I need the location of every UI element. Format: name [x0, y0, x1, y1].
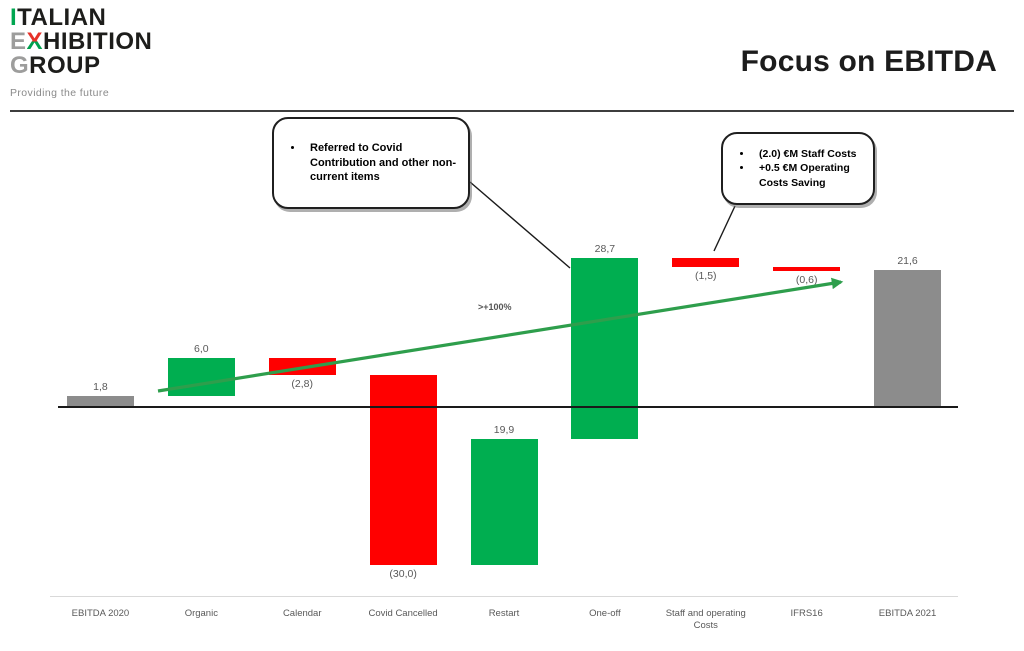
page-title: Focus on EBITDA	[740, 45, 997, 78]
company-logo: ITALIAN EXHIBITION GROUP Providing the f…	[10, 6, 152, 105]
value-label-ebitda-2020: 1,8	[93, 380, 108, 393]
bar-restart	[470, 439, 538, 566]
logo-tagline: Providing the future	[10, 87, 110, 99]
callout-staff-costs: (2.0) €M Staff Costs +0.5 €M Operating C…	[721, 132, 875, 205]
category-label-organic: Organic	[184, 608, 218, 619]
category-label-ifrs16: IFRS16	[790, 608, 823, 619]
logo-line-italian: ITALIAN	[10, 4, 107, 31]
bar-covid-cancelled	[369, 375, 437, 566]
category-label-restart: Restart	[488, 608, 520, 619]
growth-annotation: >+100%	[478, 302, 512, 312]
callout-staff-costs-text-2: +0.5 €M Operating Costs Saving	[753, 161, 873, 189]
category-label-ebitda-2020: EBITDA 2020	[71, 608, 130, 619]
value-label-one-off: 28,7	[594, 242, 616, 255]
callout-staff-costs-text-1: (2.0) €M Staff Costs	[753, 147, 873, 161]
value-label-ebitda-2021: 21,6	[897, 255, 918, 268]
plot-bottom-border	[50, 596, 958, 597]
zero-axis-line	[58, 406, 958, 408]
header-divider	[10, 110, 1014, 112]
category-label-staff-and-operating-costs: Staff and operating Costs	[665, 608, 746, 632]
category-label-covid-cancelled: Covid Cancelled	[368, 608, 438, 619]
bar-ebitda-2021	[874, 270, 942, 407]
category-label-calendar: Calendar	[282, 608, 322, 619]
value-label-calendar: (2,8)	[291, 378, 314, 391]
value-label-covid-cancelled: (30,0)	[389, 568, 417, 581]
value-label-staff-and-operating-costs: (1,5)	[694, 270, 717, 283]
bar-ebitda-2020	[66, 395, 134, 407]
value-label-organic: 6,0	[194, 342, 209, 355]
callout-connector-one-off	[469, 181, 571, 269]
bar-staff-and-operating-costs	[672, 257, 740, 268]
callout-connector-staff-costs	[713, 205, 736, 252]
category-label-ebitda-2021: EBITDA 2021	[878, 608, 937, 619]
bar-calendar	[268, 357, 336, 376]
bar-ifrs16	[773, 267, 841, 271]
value-label-ifrs16: (0,6)	[795, 273, 818, 286]
logo-line-group: GROUP	[10, 52, 101, 79]
logo-line-exhibition: EXHIBITION	[10, 28, 153, 55]
bar-organic	[167, 357, 235, 396]
category-label-one-off: One-off	[589, 608, 621, 619]
callout-one-off-text: Referred to Covid Contribution and other…	[304, 141, 460, 186]
growth-arrow	[157, 277, 844, 393]
callout-one-off: Referred to Covid Contribution and other…	[272, 117, 470, 209]
value-label-restart: 19,9	[493, 424, 515, 437]
bar-one-off	[571, 257, 639, 440]
